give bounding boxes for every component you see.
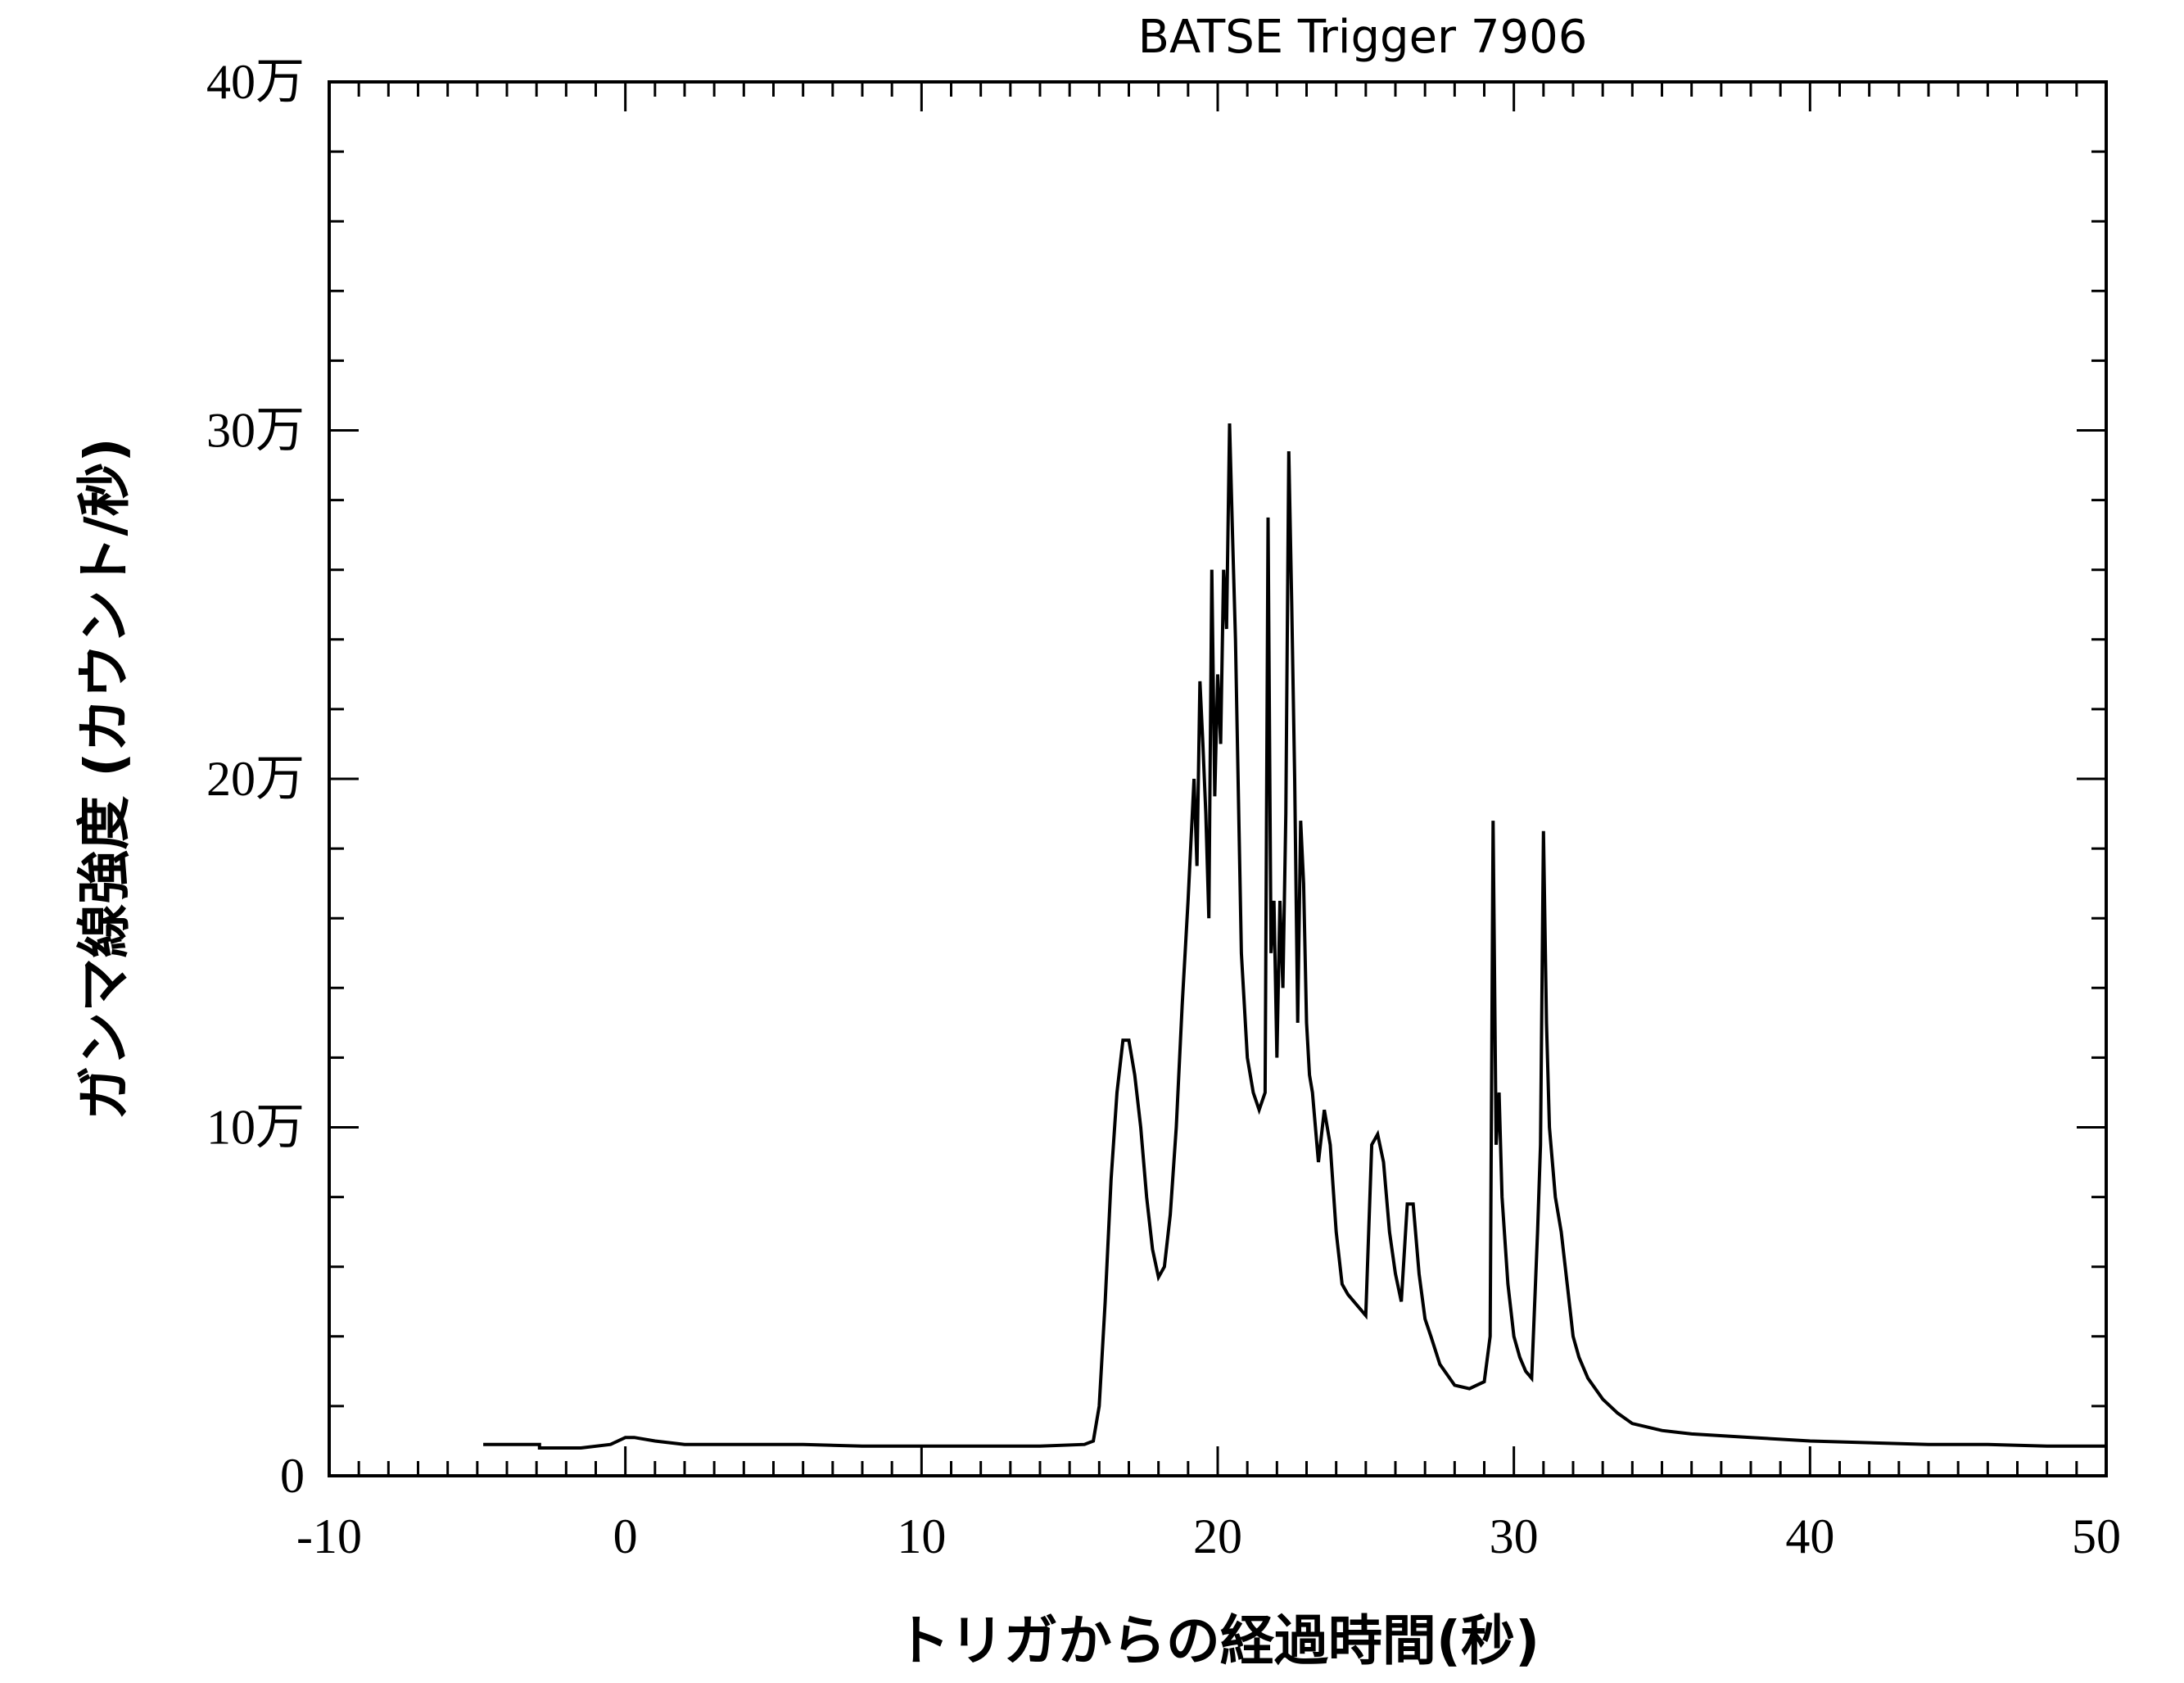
plot-frame (328, 80, 2108, 1477)
x-tick-label: 0 (613, 1509, 638, 1563)
y-tick-label: 40万 (206, 55, 305, 109)
series-line (483, 423, 2106, 1450)
axis-ticks (328, 80, 2108, 1477)
y-tick-label: 30万 (206, 404, 305, 458)
y-axis-label: ガンマ線強度 (カウント/秒) (73, 437, 136, 1120)
x-tick-labels: -10 0 10 20 30 40 50 (296, 1509, 2121, 1563)
y-tick-labels: 0 10万 20万 30万 40万 (206, 55, 305, 1503)
y-tick-label: 20万 (206, 752, 305, 806)
x-tick-label: 10 (897, 1509, 946, 1563)
x-tick-label: 50 (2072, 1509, 2121, 1563)
x-tick-label: 40 (1785, 1509, 1834, 1563)
x-tick-label: 30 (1490, 1509, 1539, 1563)
chart-title: BATSE Trigger 7906 (1138, 11, 1588, 64)
x-axis-label: トリガからの経過時間(秒) (896, 1609, 1540, 1672)
x-tick-label: 20 (1193, 1509, 1242, 1563)
y-tick-label: 10万 (206, 1101, 305, 1155)
x-tick-label: -10 (296, 1509, 362, 1563)
y-tick-label: 0 (280, 1449, 305, 1503)
